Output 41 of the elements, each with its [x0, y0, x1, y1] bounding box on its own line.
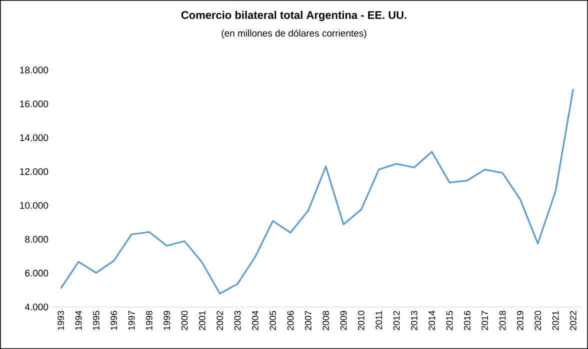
x-tick-label: 2015: [446, 310, 453, 330]
y-tick-label: 12.000: [20, 168, 48, 175]
x-tick-label: 1996: [110, 310, 118, 330]
x-tick-label: 2021: [552, 310, 559, 330]
x-tick-label: 2014: [428, 310, 436, 330]
x-tick-label: 2012: [393, 310, 400, 330]
x-tick-label: 1995: [92, 310, 100, 330]
x-tick-label: 2008: [322, 310, 330, 330]
y-tick-label: 10.000: [20, 202, 48, 209]
x-tick-label: 2016: [464, 310, 470, 330]
line-series: [60, 88, 574, 294]
y-tick-label: 4.000: [24, 304, 48, 310]
x-tick-label: 1994: [75, 310, 82, 330]
x-tick-label: 2002: [216, 310, 224, 330]
x-tick-label: 2017: [482, 310, 488, 330]
x-tick-label: 2006: [287, 310, 294, 330]
chart-subtitle: (en millones de dólares corrientes): [222, 30, 366, 38]
x-tick-label: 1998: [146, 310, 152, 330]
x-tick-label: 2007: [304, 310, 312, 330]
x-tick-label: 1999: [164, 310, 170, 330]
y-tick-label: 14.000: [20, 134, 48, 142]
x-tick-label: 1993: [58, 310, 64, 330]
y-tick-label: 6.000: [25, 270, 48, 277]
y-tick-label: 16.000: [20, 100, 48, 108]
y-tick-label: 8.000: [25, 236, 48, 243]
x-tick-label: 2004: [252, 310, 258, 330]
x-tick-label: 2013: [410, 310, 418, 330]
x-tick-label: 1997: [128, 310, 135, 330]
x-tick-label: 2011: [376, 310, 382, 330]
x-tick-label: 2018: [499, 310, 506, 330]
x-tick-label: 2003: [234, 310, 241, 330]
x-tick-label: 2019: [516, 310, 524, 330]
x-tick-label: 2001: [198, 310, 206, 330]
x-tick-label: 2020: [534, 310, 542, 330]
y-tick-label: 18.000: [20, 66, 48, 74]
chart-title: Comercio bilateral total Argentina - EE. UU.: [181, 10, 406, 22]
x-tick-label: 2010: [358, 310, 364, 330]
x-tick-label: 2009: [340, 310, 347, 330]
x-tick-label: 2022: [570, 310, 576, 330]
x-tick-label: 2000: [181, 310, 188, 330]
x-tick-label: 2005: [270, 310, 276, 330]
